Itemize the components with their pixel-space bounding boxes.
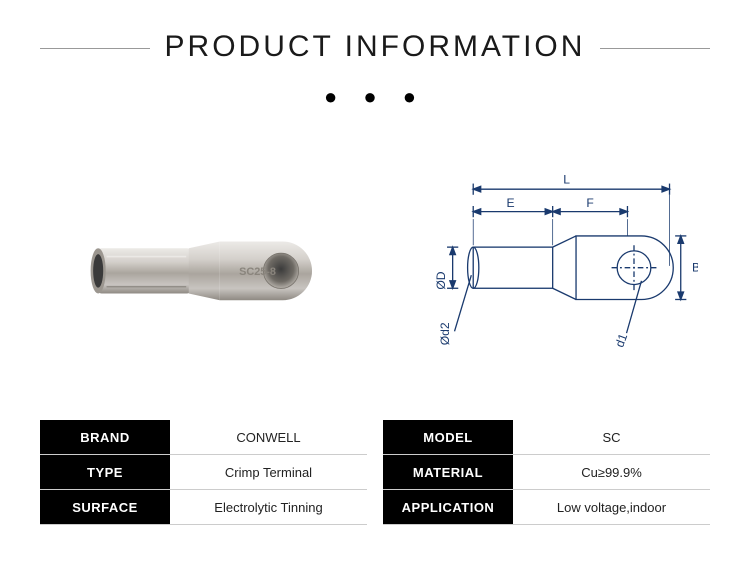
- spec-value: Crimp Terminal: [170, 455, 367, 489]
- dim-label-L: L: [563, 172, 570, 186]
- dim-label-od2: Ød2: [437, 322, 451, 345]
- dim-label-OD: ØD: [434, 271, 448, 289]
- spec-value: Electrolytic Tinning: [170, 490, 367, 524]
- images-row: SC25-8 L: [0, 130, 750, 410]
- spec-label: MODEL: [383, 420, 513, 454]
- spec-label: MATERIAL: [383, 455, 513, 489]
- page-title: PRODUCT INFORMATION: [165, 30, 586, 64]
- spec-value: CONWELL: [170, 420, 367, 454]
- spec-col-left: BRAND CONWELL TYPE Crimp Terminal SURFAC…: [40, 420, 367, 525]
- spec-label: TYPE: [40, 455, 170, 489]
- spec-label: APPLICATION: [383, 490, 513, 524]
- spec-label: BRAND: [40, 420, 170, 454]
- title-rule-right: [600, 48, 710, 49]
- header: PRODUCT INFORMATION ● ● ●: [0, 0, 750, 110]
- dimension-diagram: L E F: [393, 160, 703, 380]
- spec-value: SC: [513, 420, 710, 454]
- spec-row: BRAND CONWELL: [40, 420, 367, 455]
- spec-col-right: MODEL SC MATERIAL Cu≥99.9% APPLICATION L…: [383, 420, 710, 525]
- spec-row: MATERIAL Cu≥99.9%: [383, 455, 710, 490]
- spec-row: APPLICATION Low voltage,indoor: [383, 490, 710, 525]
- embossed-text: SC25-8: [239, 266, 276, 278]
- spec-row: TYPE Crimp Terminal: [40, 455, 367, 490]
- spec-tables: BRAND CONWELL TYPE Crimp Terminal SURFAC…: [0, 420, 750, 525]
- dim-label-d1: d1: [612, 331, 630, 349]
- product-photo: SC25-8: [48, 170, 358, 370]
- decorative-dots: ● ● ●: [0, 84, 750, 110]
- spec-row: MODEL SC: [383, 420, 710, 455]
- spec-value: Cu≥99.9%: [513, 455, 710, 489]
- dim-label-E: E: [506, 195, 514, 209]
- spec-row: SURFACE Electrolytic Tinning: [40, 490, 367, 525]
- dim-label-F: F: [586, 195, 593, 209]
- spec-label: SURFACE: [40, 490, 170, 524]
- title-rule-left: [40, 48, 150, 49]
- spec-value: Low voltage,indoor: [513, 490, 710, 524]
- dim-label-B: B: [691, 260, 697, 274]
